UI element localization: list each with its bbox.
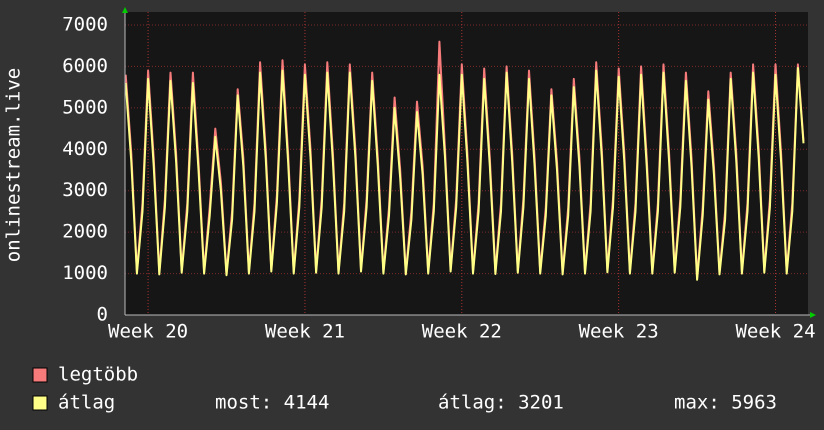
series-line [124,67,805,281]
legend: legtöbb átlag most: 4144 átlag: 3201 max: 59… [32,364,777,414]
grid [125,12,808,316]
legend-swatch [32,395,48,411]
stat-label: max: 5963 [674,392,777,414]
y-tick-label: 0 [97,304,108,326]
y-tick-label: 6000 [62,55,108,77]
y-tick-label: 4000 [62,138,108,160]
x-arrow [810,312,816,318]
x-tick-label: Week 21 [265,321,345,343]
y-tick-label: 1000 [62,262,108,284]
y-tick-label: 2000 [62,221,108,243]
y-arrow [122,7,128,13]
y-tick-label: 3000 [62,179,108,201]
y-tick-label: 5000 [62,96,108,118]
legend-swatch [32,367,48,383]
lines [124,40,805,281]
y-axis-label: onlinestream.live [3,68,25,262]
x-tick-label: Week 20 [108,321,188,343]
legend-label: legtöbb [58,364,138,386]
stat-label: átlag: 3201 [438,392,564,414]
y-tick-label: 7000 [62,14,108,36]
x-tick-label: Week 24 [735,321,815,343]
legend-label: átlag [58,392,115,414]
stat-label: most: 4144 [215,392,329,414]
x-tick-label: Week 22 [422,321,502,343]
x-tick-label: Week 23 [579,321,659,343]
